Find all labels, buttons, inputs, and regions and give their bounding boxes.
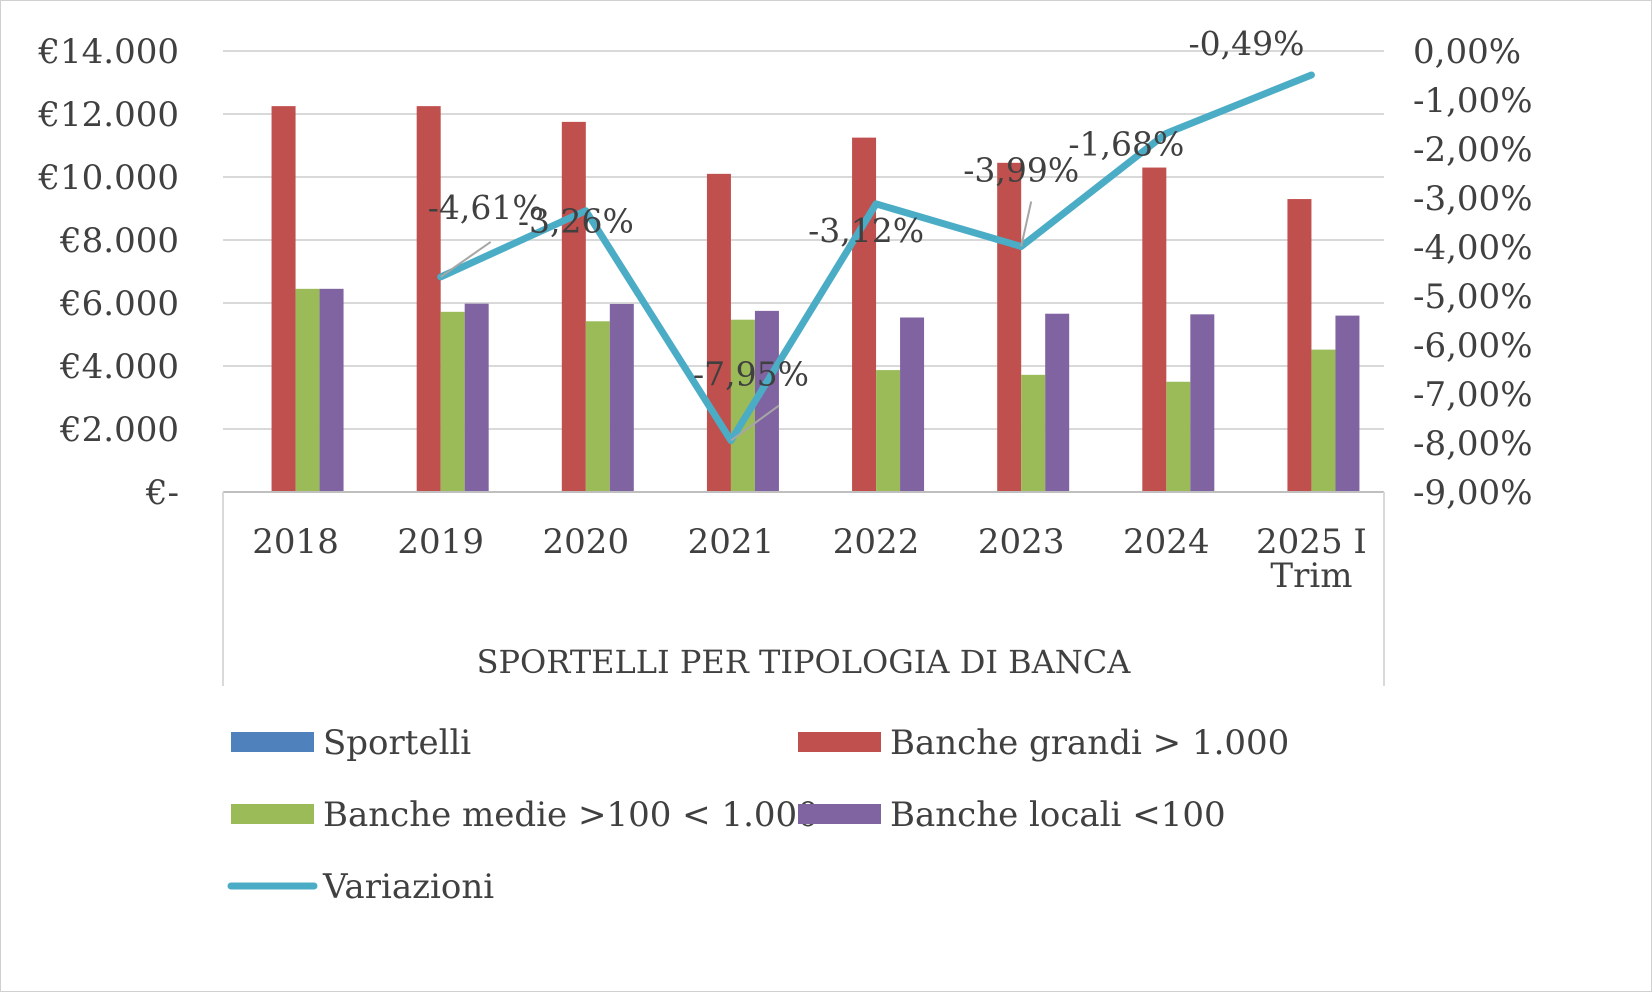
- data-label: -7,95%: [693, 355, 809, 394]
- y-tick-label: €4.000: [59, 347, 179, 387]
- bar: [271, 106, 296, 492]
- bar: [295, 288, 320, 492]
- bar: [585, 321, 610, 492]
- data-label: -3,99%: [963, 151, 1079, 190]
- y2-tick-label: -8,00%: [1413, 424, 1533, 464]
- y2-tick-label: -5,00%: [1413, 277, 1533, 317]
- bar: [1311, 349, 1336, 492]
- x-tick-label: 2023: [978, 522, 1065, 562]
- legend-label: Banche medie >100 < 1.000: [323, 795, 819, 835]
- bar: [1021, 374, 1046, 492]
- y-tick-label: €6.000: [59, 284, 179, 324]
- x-tick-label: 2024: [1123, 522, 1210, 562]
- legend-swatch: [798, 804, 881, 824]
- legend-label: Variazioni: [322, 867, 494, 907]
- bar: [876, 370, 901, 492]
- legend-swatch: [798, 732, 881, 752]
- bar: [1142, 167, 1167, 493]
- bar: [1335, 315, 1360, 492]
- data-label: -3,12%: [808, 211, 924, 250]
- y-tick-label: €8.000: [59, 221, 179, 261]
- x-axis-title: SPORTELLI PER TIPOLOGIA DI BANCA: [477, 643, 1132, 681]
- y2-tick-label: -4,00%: [1413, 228, 1533, 268]
- bar: [1287, 199, 1312, 493]
- y2-tick-label: -1,00%: [1413, 81, 1533, 121]
- x-tick-label: 2020: [543, 522, 630, 562]
- y-tick-label: €12.000: [37, 95, 179, 135]
- bar: [1166, 381, 1191, 492]
- data-label: -3,26%: [518, 202, 634, 241]
- y2-tick-label: -9,00%: [1413, 473, 1533, 513]
- bar: [464, 303, 489, 492]
- y-tick-label: €10.000: [37, 158, 179, 198]
- x-tick-label: 2019: [397, 522, 484, 562]
- y2-tick-label: -3,00%: [1413, 179, 1533, 219]
- series-line: [437, 71, 1315, 445]
- legend-label: Banche grandi > 1.000: [890, 723, 1289, 763]
- y-tick-label: €-: [145, 473, 179, 513]
- legend-swatch: [231, 804, 314, 824]
- legend-swatch: [231, 732, 314, 752]
- legend-label: Banche locali <100: [890, 795, 1226, 835]
- bar: [852, 137, 877, 492]
- leader-line: [1020, 201, 1033, 247]
- leader-line: [440, 241, 492, 278]
- y-tick-label: €14.000: [37, 32, 179, 72]
- bar: [706, 173, 731, 492]
- bar: [416, 106, 441, 492]
- y2-tick-label: -2,00%: [1413, 130, 1533, 170]
- x-tick-label: 2018: [252, 522, 339, 562]
- x-tick-label: Trim: [1270, 556, 1352, 596]
- y2-tick-label: 0,00%: [1413, 32, 1521, 72]
- leader-line: [730, 404, 780, 442]
- bar: [561, 121, 586, 492]
- data-label: -0,49%: [1188, 24, 1304, 63]
- bar: [319, 288, 344, 492]
- bar: [1045, 313, 1070, 492]
- y2-tick-label: -6,00%: [1413, 326, 1533, 366]
- data-label: -4,61%: [428, 188, 544, 227]
- y-tick-label: €2.000: [59, 410, 179, 450]
- legend-label: Sportelli: [323, 723, 471, 763]
- data-label: -1,68%: [1068, 124, 1184, 163]
- y2-tick-label: -7,00%: [1413, 375, 1533, 415]
- bar: [997, 162, 1022, 492]
- x-tick-label: 2022: [833, 522, 920, 562]
- x-tick-label: 2025 I: [1256, 522, 1367, 562]
- x-tick-label: 2021: [688, 522, 775, 562]
- bar: [900, 317, 925, 492]
- bar: [1190, 314, 1215, 492]
- bar: [609, 303, 634, 492]
- bar: [440, 311, 465, 492]
